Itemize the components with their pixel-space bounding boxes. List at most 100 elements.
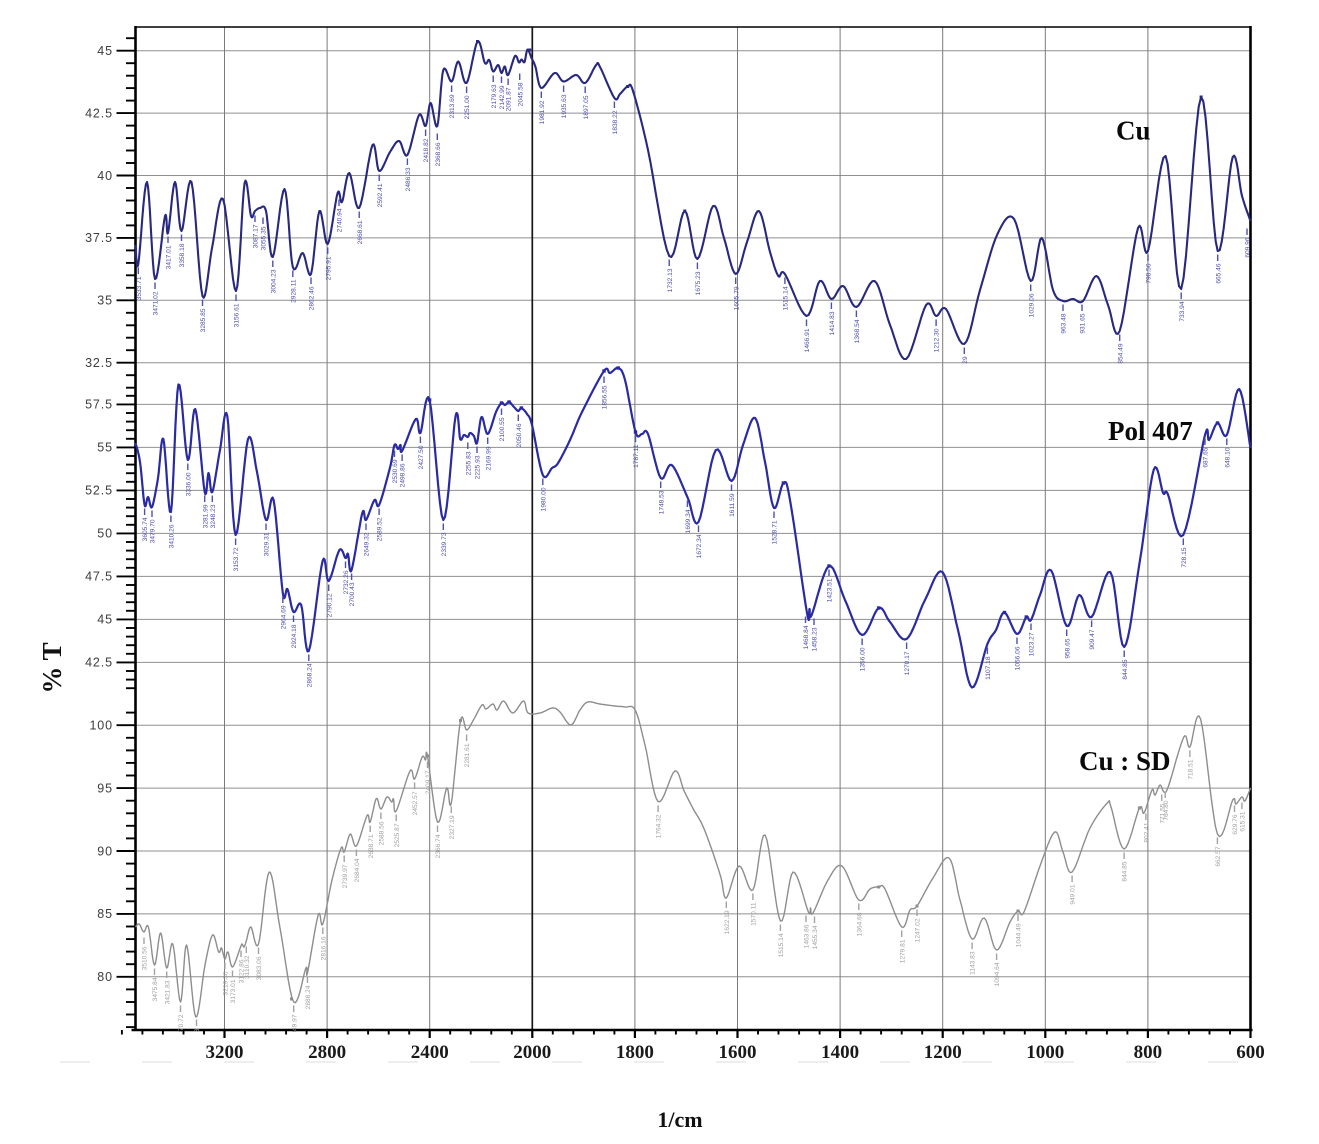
- svg-text:1029.06: 1029.06: [1028, 293, 1035, 317]
- svg-text:3533.71: 3533.71: [136, 276, 143, 300]
- svg-text:2179.63: 2179.63: [491, 84, 498, 108]
- svg-text:2589.52: 2589.52: [377, 517, 384, 541]
- svg-text:2400: 2400: [411, 1042, 449, 1063]
- svg-text:1000: 1000: [1026, 1042, 1064, 1063]
- svg-text:718.51: 718.51: [1188, 759, 1195, 780]
- svg-text:1699.34: 1699.34: [685, 509, 692, 533]
- svg-text:80: 80: [97, 970, 113, 984]
- svg-text:1400: 1400: [821, 1042, 859, 1063]
- svg-text:2949.97: 2949.97: [291, 1014, 298, 1038]
- svg-text:764.80: 764.80: [1163, 800, 1170, 821]
- svg-text:95: 95: [97, 781, 113, 795]
- svg-text:1981.92: 1981.92: [539, 100, 546, 124]
- svg-text:1515.14: 1515.14: [778, 933, 785, 957]
- svg-text:1/cm: 1/cm: [657, 1107, 702, 1132]
- svg-text:40: 40: [97, 169, 113, 183]
- svg-text:2525.87: 2525.87: [394, 823, 401, 847]
- svg-text:1672.34: 1672.34: [696, 534, 703, 558]
- svg-text:100: 100: [89, 719, 113, 733]
- svg-text:2486.33: 2486.33: [405, 167, 412, 191]
- svg-text:3281.99: 3281.99: [202, 504, 209, 528]
- svg-text:3087.17: 3087.17: [253, 224, 260, 248]
- svg-text:2638.71: 2638.71: [368, 834, 375, 858]
- svg-text:1094.64: 1094.64: [994, 962, 1001, 986]
- svg-text:42.5: 42.5: [85, 656, 113, 670]
- svg-text:2790.12: 2790.12: [326, 593, 333, 617]
- svg-text:1800: 1800: [616, 1042, 654, 1063]
- svg-text:1732.13: 1732.13: [667, 268, 674, 292]
- svg-text:728.15: 728.15: [1181, 547, 1188, 568]
- svg-text:3370.72: 3370.72: [178, 1014, 185, 1038]
- svg-text:2649.32: 2649.32: [364, 532, 371, 556]
- svg-text:800: 800: [1134, 1042, 1163, 1063]
- svg-text:1675.23: 1675.23: [695, 271, 702, 295]
- svg-text:2588.56: 2588.56: [379, 821, 386, 845]
- svg-text:1764.32: 1764.32: [656, 814, 663, 838]
- svg-text:2091.87: 2091.87: [506, 87, 513, 111]
- svg-text:1423.51: 1423.51: [827, 578, 834, 602]
- svg-text:1838.22: 1838.22: [612, 110, 619, 134]
- svg-text:3358.18: 3358.18: [179, 243, 186, 267]
- svg-text:3417.01: 3417.01: [166, 245, 173, 269]
- svg-text:1356.00: 1356.00: [860, 647, 867, 671]
- svg-text:3410.26: 3410.26: [169, 524, 176, 548]
- svg-text:958.65: 958.65: [1064, 638, 1071, 659]
- svg-text:Cu : SD: Cu : SD: [1079, 746, 1171, 776]
- svg-text:2684.04: 2684.04: [354, 858, 361, 882]
- svg-text:909.47: 909.47: [1089, 629, 1096, 650]
- svg-text:1897.05: 1897.05: [583, 95, 590, 119]
- svg-text:47.5: 47.5: [85, 570, 113, 584]
- svg-text:2530.69: 2530.69: [392, 459, 399, 483]
- svg-text:2800: 2800: [308, 1042, 346, 1063]
- svg-text:609.96: 609.96: [1245, 237, 1252, 258]
- svg-text:55: 55: [97, 441, 113, 455]
- svg-text:2862.46: 2862.46: [309, 286, 316, 310]
- svg-text:2255.83: 2255.83: [465, 451, 472, 475]
- svg-text:45: 45: [97, 44, 113, 58]
- svg-text:2142.99: 2142.99: [499, 85, 506, 109]
- svg-text:2409.17: 2409.17: [425, 770, 432, 794]
- svg-text:2700.43: 2700.43: [349, 582, 356, 606]
- svg-text:42.5: 42.5: [85, 106, 113, 120]
- svg-text:2739.97: 2739.97: [342, 864, 349, 888]
- svg-text:1200: 1200: [924, 1042, 962, 1063]
- svg-text:3004.23: 3004.23: [270, 269, 277, 293]
- svg-text:3122.86: 3122.86: [239, 959, 246, 983]
- svg-text:2100.55: 2100.55: [499, 417, 506, 441]
- svg-text:648.10: 648.10: [1224, 447, 1231, 468]
- svg-text:85: 85: [97, 907, 113, 921]
- svg-text:2251.00: 2251.00: [464, 95, 471, 119]
- svg-text:3156.61: 3156.61: [234, 303, 241, 327]
- svg-text:2225.93: 2225.93: [475, 455, 482, 479]
- svg-text:3110.32: 3110.32: [244, 955, 251, 979]
- svg-text:963.48: 963.48: [1061, 313, 1068, 334]
- svg-text:2313.69: 2313.69: [449, 94, 456, 118]
- svg-text:1856.55: 1856.55: [602, 385, 609, 409]
- svg-text:1107.18: 1107.18: [985, 656, 992, 680]
- svg-text:2045.58: 2045.58: [517, 82, 524, 106]
- svg-text:3510.56: 3510.56: [142, 946, 149, 970]
- svg-text:1056.06: 1056.06: [1015, 646, 1022, 670]
- svg-text:2452.57: 2452.57: [412, 791, 419, 815]
- svg-text:949.01: 949.01: [1070, 884, 1077, 905]
- svg-text:2592.41: 2592.41: [377, 183, 384, 207]
- svg-text:3605.74: 3605.74: [142, 517, 149, 541]
- svg-text:2366.74: 2366.74: [435, 834, 442, 858]
- svg-text:90: 90: [97, 844, 113, 858]
- svg-text:% T: % T: [37, 642, 67, 693]
- svg-text:Cu: Cu: [1116, 116, 1151, 146]
- svg-text:2050.46: 2050.46: [516, 423, 523, 447]
- svg-text:3153.72: 3153.72: [233, 547, 240, 571]
- svg-text:1611.59: 1611.59: [729, 493, 736, 517]
- svg-text:1528.71: 1528.71: [772, 520, 779, 544]
- svg-text:1935.63: 1935.63: [561, 94, 568, 118]
- svg-text:2427.50: 2427.50: [418, 445, 425, 469]
- svg-text:2732.26: 2732.26: [343, 570, 350, 594]
- svg-text:1515.14: 1515.14: [783, 286, 790, 310]
- svg-text:32.5: 32.5: [85, 356, 113, 370]
- svg-text:3200: 3200: [206, 1042, 244, 1063]
- svg-text:687.65: 687.65: [1203, 447, 1210, 468]
- svg-text:629.76: 629.76: [1232, 814, 1239, 835]
- svg-text:1143.83: 1143.83: [970, 951, 977, 975]
- svg-text:1980.00: 1980.00: [540, 487, 547, 511]
